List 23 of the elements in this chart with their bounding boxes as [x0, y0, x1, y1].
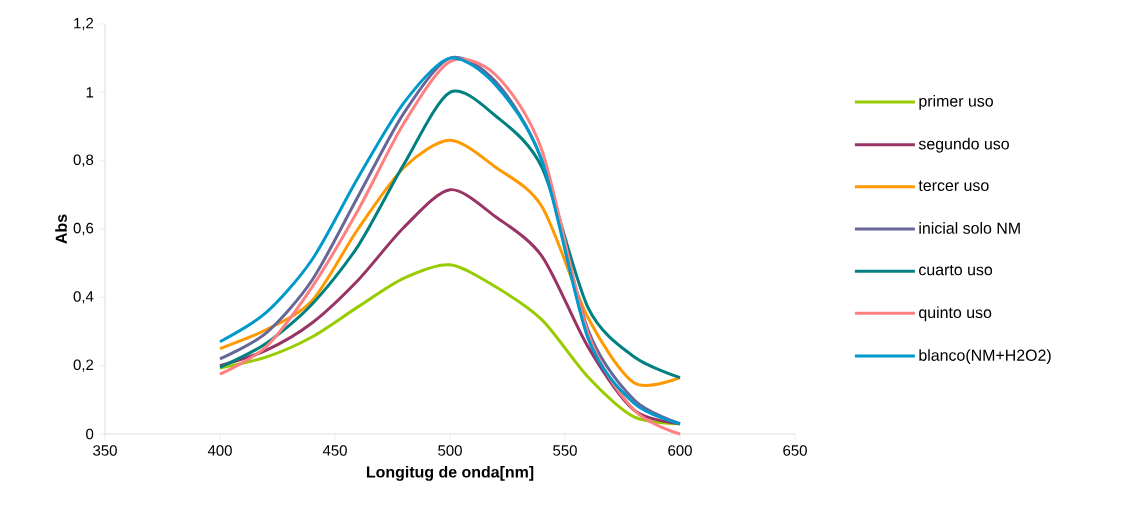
- legend-label: blanco(NM+H2O2): [919, 349, 1051, 365]
- y-tick-label: 1,2: [74, 17, 94, 31]
- legend-label: primer uso: [919, 95, 993, 110]
- x-axis-title: Longitug de onda[nm]: [366, 465, 534, 481]
- y-tick-label: 0,2: [73, 359, 94, 372]
- x-tick-label: 400: [207, 445, 232, 456]
- x-tick-label: 450: [322, 445, 347, 456]
- y-tick-label: 0: [86, 428, 94, 440]
- legend-label: quinto uso: [919, 306, 992, 322]
- legend-label: segundo uso: [918, 137, 1009, 153]
- x-tick-label: 550: [553, 445, 577, 456]
- y-tick-label: 0,4: [73, 291, 94, 304]
- y-tick-label: 1: [86, 87, 94, 98]
- y-tick-label: 0,6: [73, 222, 94, 236]
- x-tick-label: 500: [438, 445, 462, 456]
- y-axis-title: Abs: [55, 214, 67, 244]
- x-tick-label: 350: [93, 445, 117, 456]
- legend-label: inicial solo NM: [919, 222, 1020, 234]
- legend-label: cuarto uso: [919, 264, 993, 276]
- legend-label: tercer uso: [918, 180, 989, 192]
- y-tick-label: 0,8: [73, 154, 94, 167]
- x-tick-label: 650: [783, 445, 807, 456]
- x-tick-label: 600: [668, 445, 692, 456]
